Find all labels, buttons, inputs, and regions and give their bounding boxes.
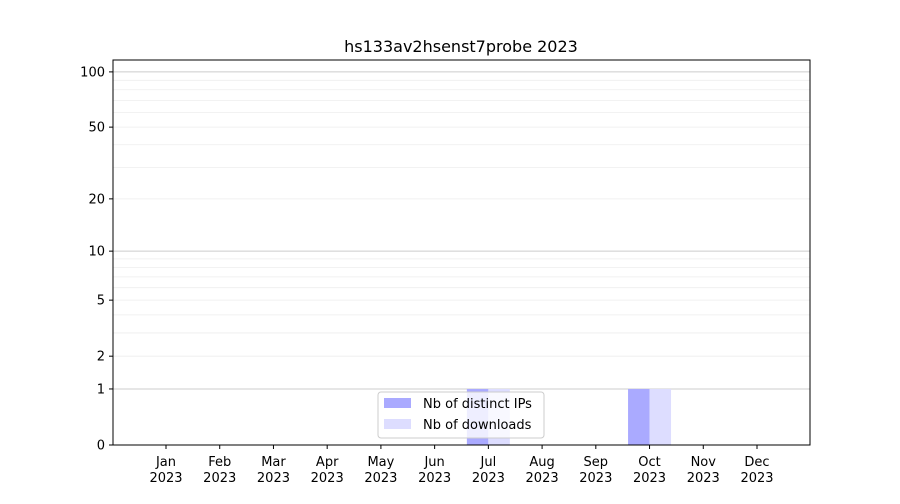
legend: Nb of distinct IPs Nb of downloads (377, 391, 545, 439)
legend-box (377, 391, 545, 439)
x-tick-label: Mar 2023 (257, 455, 290, 486)
x-tick-label: Jul 2023 (472, 455, 505, 486)
y-tick-label: 0 (97, 439, 105, 454)
x-tick-label: Dec 2023 (740, 455, 773, 486)
legend-swatch (384, 398, 411, 408)
bar-distinct-ips (628, 388, 650, 445)
y-tick-label: 100 (80, 65, 105, 80)
legend-label: Nb of downloads (423, 418, 532, 433)
y-tick-label: 20 (88, 192, 105, 207)
x-tick-label: Sep 2023 (579, 455, 612, 486)
x-tick-label: May 2023 (364, 455, 397, 486)
x-tick-label: Aug 2023 (526, 455, 559, 486)
x-tick-label: Jun 2023 (418, 455, 451, 486)
x-tick-label: Feb 2023 (203, 455, 236, 486)
chart-title: hs133av2hsenst7probe 2023 (344, 37, 578, 56)
plot-frame (112, 59, 811, 446)
y-tick-label: 2 (97, 350, 105, 365)
legend-label: Nb of distinct IPs (423, 397, 532, 412)
bar-downloads (649, 388, 672, 445)
x-tick-label: Nov 2023 (687, 455, 720, 486)
y-tick-label: 10 (88, 245, 105, 260)
y-tick-label: 50 (88, 121, 105, 136)
y-tick-label: 1 (97, 382, 105, 397)
y-tick-label: 5 (97, 294, 105, 309)
x-tick-label: Jan 2023 (149, 455, 182, 486)
x-tick-label: Oct 2023 (633, 455, 666, 486)
x-tick-label: Apr 2023 (311, 455, 344, 486)
legend-swatch (384, 419, 411, 429)
